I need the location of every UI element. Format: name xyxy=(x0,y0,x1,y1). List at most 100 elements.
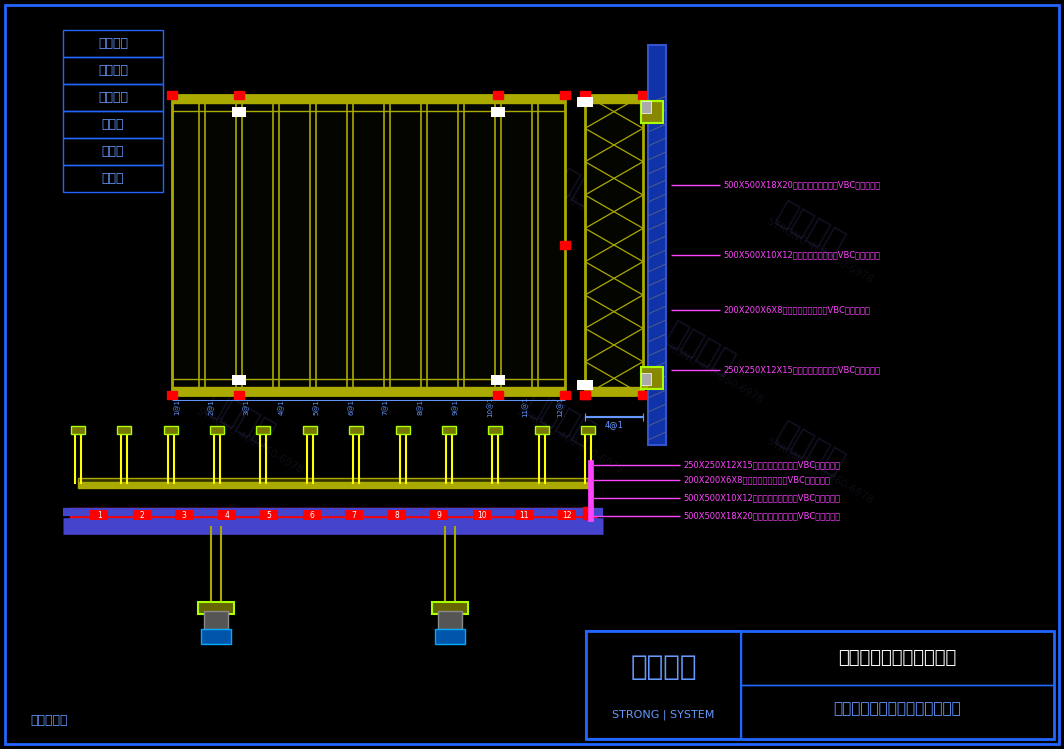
Text: 6: 6 xyxy=(310,511,314,520)
Text: 11@1: 11@1 xyxy=(522,397,529,417)
Text: 西创系统: 西创系统 xyxy=(661,318,738,380)
Text: STRONG 400-860-6978: STRONG 400-860-6978 xyxy=(765,216,875,285)
Text: 西创系统: 西创系统 xyxy=(361,268,438,330)
Bar xyxy=(472,510,491,520)
Text: 更纤细: 更纤细 xyxy=(102,172,124,185)
Text: 1: 1 xyxy=(97,511,102,520)
Bar xyxy=(387,510,405,520)
Text: 西创金属科技（江苏）有限公司: 西创金属科技（江苏）有限公司 xyxy=(833,701,962,716)
Bar xyxy=(438,611,462,629)
Bar xyxy=(63,84,163,111)
Bar xyxy=(488,426,502,434)
Text: 大跨度: 大跨度 xyxy=(102,118,124,131)
Bar xyxy=(133,510,151,520)
Bar xyxy=(515,510,533,520)
Bar xyxy=(176,510,194,520)
Bar xyxy=(638,391,648,399)
Text: 超级防腐: 超级防腐 xyxy=(98,91,128,104)
Text: 西创系统: 西创系统 xyxy=(201,388,279,450)
Bar xyxy=(172,387,565,395)
Bar xyxy=(558,510,576,520)
Text: 250X250X12X15平扣槽精制钢雨棚（VBC航天涂层）: 250X250X12X15平扣槽精制钢雨棚（VBC航天涂层） xyxy=(724,366,880,374)
Bar xyxy=(641,367,663,389)
Bar xyxy=(534,426,549,434)
Bar xyxy=(583,507,591,519)
Text: 安全防火: 安全防火 xyxy=(98,37,128,50)
Bar xyxy=(577,380,593,390)
Text: 500X500X10X12平扣槽精制钢雨棚（VBC航天涂层）: 500X500X10X12平扣槽精制钢雨棚（VBC航天涂层） xyxy=(683,494,841,503)
Bar xyxy=(641,101,651,113)
Bar xyxy=(586,631,741,739)
Bar xyxy=(63,111,163,138)
Text: 西创系统: 西创系统 xyxy=(771,418,849,480)
Bar xyxy=(493,391,503,399)
Bar xyxy=(580,391,591,399)
Text: 西创系统: 西创系统 xyxy=(521,148,599,210)
Bar xyxy=(172,95,565,395)
Text: 5: 5 xyxy=(267,511,271,520)
Bar xyxy=(560,91,570,99)
Bar xyxy=(63,57,163,84)
Text: 9@1: 9@1 xyxy=(452,399,459,415)
Bar xyxy=(560,241,570,249)
Text: 环保节能: 环保节能 xyxy=(98,64,128,77)
Text: 12@1: 12@1 xyxy=(556,397,563,417)
Bar xyxy=(198,602,234,614)
Text: 西创系统: 西创系统 xyxy=(630,652,697,681)
Text: STRONG 400-860-6978: STRONG 400-860-6978 xyxy=(195,407,304,476)
Bar xyxy=(90,510,109,520)
Bar xyxy=(210,426,225,434)
Text: STRONG 400-860-6978: STRONG 400-860-6978 xyxy=(655,336,765,405)
Text: 500X500X18X20角卡槽精制钢雨棚（VBC航天涂层）: 500X500X18X20角卡槽精制钢雨棚（VBC航天涂层） xyxy=(724,181,880,189)
Text: 200X200X6X8平扣槽精制钢雨棚（VBC航天涂层）: 200X200X6X8平扣槽精制钢雨棚（VBC航天涂层） xyxy=(683,476,830,485)
Bar xyxy=(234,91,244,99)
Bar xyxy=(232,375,246,385)
Text: 8: 8 xyxy=(395,511,399,520)
Text: 4: 4 xyxy=(225,511,229,520)
Text: 12: 12 xyxy=(562,511,571,520)
Bar xyxy=(493,91,503,99)
Bar xyxy=(638,91,648,99)
Text: 10@1: 10@1 xyxy=(487,397,494,417)
Bar xyxy=(78,478,588,482)
Text: 专利产品！: 专利产品！ xyxy=(30,714,67,727)
Bar xyxy=(585,95,643,395)
Bar xyxy=(396,426,410,434)
Bar xyxy=(78,482,588,488)
Bar xyxy=(232,107,246,117)
Text: 5@1: 5@1 xyxy=(313,399,319,415)
Text: 1@1: 1@1 xyxy=(173,399,180,415)
Bar xyxy=(71,426,85,434)
Text: 4@1: 4@1 xyxy=(604,420,624,429)
Text: 4@1: 4@1 xyxy=(278,399,285,415)
Text: STRONG 400-860-6978: STRONG 400-860-6978 xyxy=(765,437,875,506)
Text: 6@1: 6@1 xyxy=(348,399,354,415)
Text: 10: 10 xyxy=(477,511,486,520)
Bar xyxy=(234,391,244,399)
Text: STRONG 400-860-6978: STRONG 400-860-6978 xyxy=(515,407,625,476)
Bar xyxy=(491,375,505,385)
Text: 250X250X12X15平扣槽精制钢雨棚（VBC航天涂层）: 250X250X12X15平扣槽精制钢雨棚（VBC航天涂层） xyxy=(683,461,841,470)
Bar xyxy=(430,510,448,520)
Text: 3: 3 xyxy=(182,511,186,520)
Text: STRONG | SYSTEM: STRONG | SYSTEM xyxy=(612,710,715,721)
Bar xyxy=(117,426,131,434)
Text: 2@1: 2@1 xyxy=(209,399,215,415)
Bar xyxy=(261,510,279,520)
Bar xyxy=(172,95,565,103)
Bar xyxy=(581,426,595,434)
Bar xyxy=(164,426,178,434)
Bar xyxy=(585,416,643,417)
Text: STRONG
400-860-
6978: STRONG 400-860- 6978 xyxy=(385,236,455,302)
Bar xyxy=(741,685,1054,739)
Text: 8@1: 8@1 xyxy=(417,399,423,415)
Bar xyxy=(641,373,651,385)
Bar xyxy=(167,91,177,99)
Bar xyxy=(442,426,455,434)
Bar xyxy=(167,391,177,399)
Text: STRONG 400-860-6978: STRONG 400-860-6978 xyxy=(515,166,625,235)
Bar xyxy=(435,629,465,644)
Bar xyxy=(63,30,163,57)
Text: 西创系统: 西创系统 xyxy=(201,148,279,210)
Text: 200X200X6X8平扣槽精制钢雨棚（VBC航天涂层）: 200X200X6X8平扣槽精制钢雨棚（VBC航天涂层） xyxy=(724,306,870,315)
